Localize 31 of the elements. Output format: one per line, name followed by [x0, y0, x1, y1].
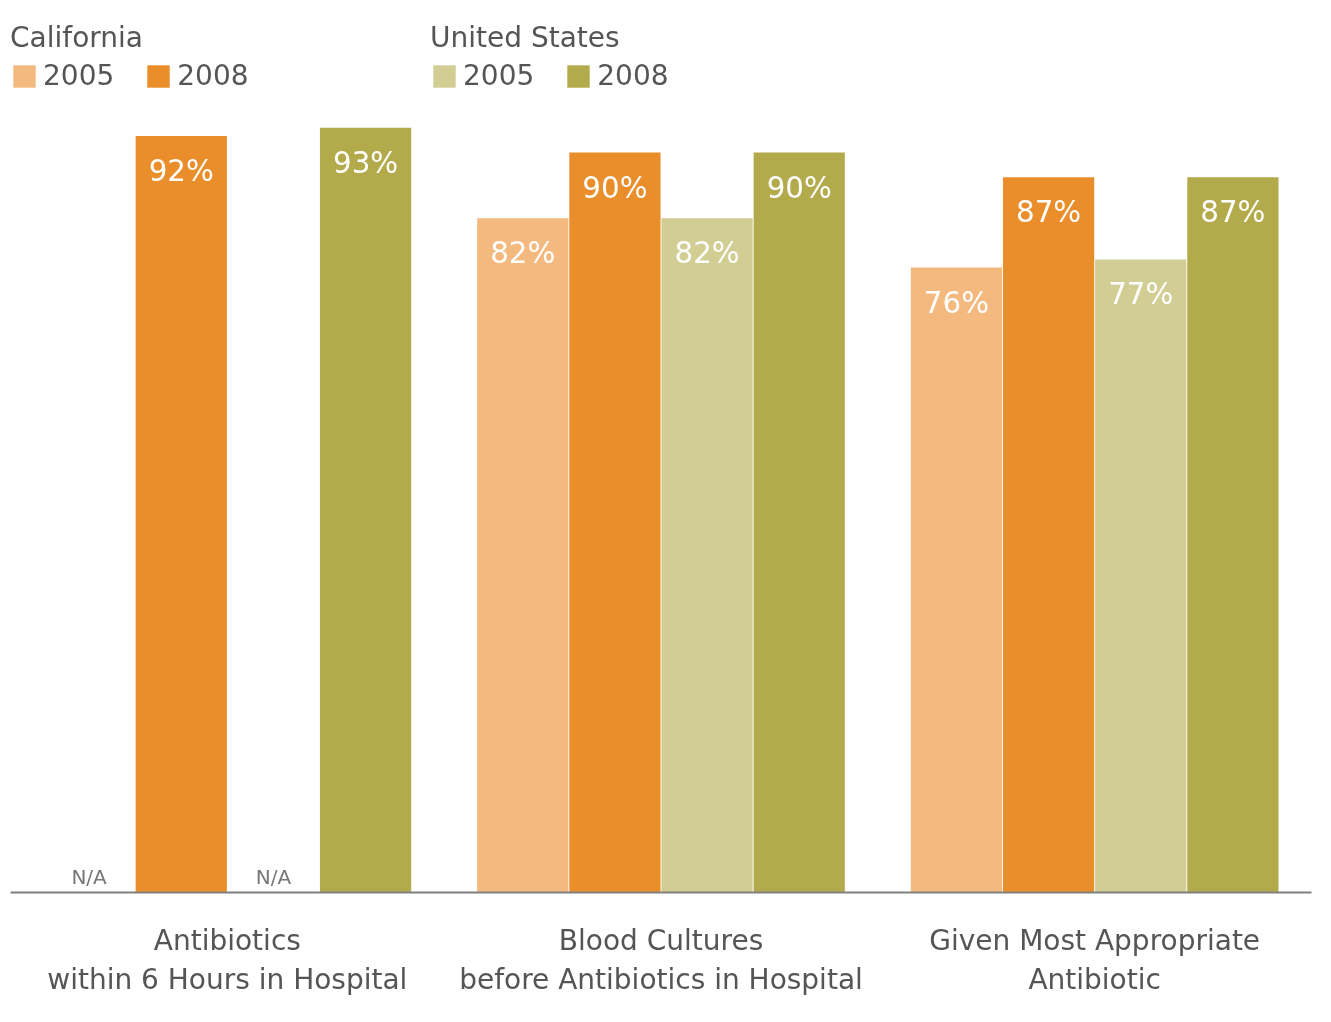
- data-label: 82%: [490, 236, 556, 271]
- text: United States: [430, 21, 621, 54]
- bar: [753, 152, 845, 893]
- data-label: 93%: [332, 145, 399, 180]
- data-label: 82%: [674, 236, 740, 271]
- bar: [661, 218, 753, 893]
- data-label: 87%: [1200, 195, 1266, 230]
- legend-label: 2008: [177, 59, 249, 92]
- legend-label: 2005: [43, 59, 115, 92]
- data-label: 76%: [923, 285, 990, 320]
- bar: [477, 218, 569, 893]
- legend-label: 2008: [597, 59, 669, 92]
- x-tick-label: Antibiotics within 6 Hours in Hospital: [47, 923, 408, 997]
- bar: [1187, 177, 1279, 893]
- bar: [569, 152, 661, 893]
- bar: [1002, 177, 1095, 893]
- x-tick-label: Given Most Appropriate Antibiotic: [929, 923, 1261, 997]
- text: N/A: [255, 864, 292, 889]
- x-tick-label: Blood Cultures before Antibiotics in Hospital: [459, 923, 863, 997]
- bar: [135, 136, 227, 893]
- data-label: 87%: [1016, 195, 1082, 230]
- bar: [910, 267, 1003, 893]
- text: N/A: [71, 864, 107, 889]
- bar: [1095, 259, 1187, 893]
- legend-label: 2005: [463, 59, 535, 92]
- data-label: 90%: [582, 170, 648, 205]
- data-label: 92%: [148, 154, 214, 189]
- bar: [319, 127, 412, 893]
- text: California: [10, 21, 144, 54]
- data-label: 77%: [1108, 277, 1174, 312]
- data-label: 90%: [766, 170, 832, 205]
